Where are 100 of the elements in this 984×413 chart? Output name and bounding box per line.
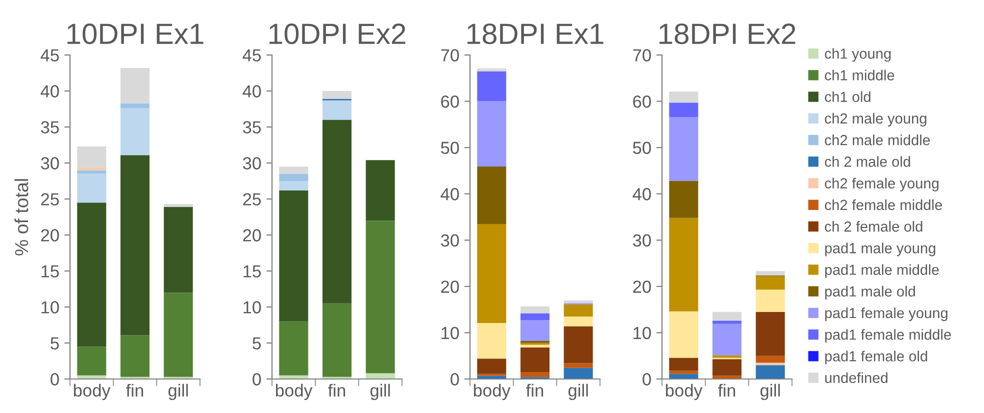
bar [477, 166, 506, 224]
bar [120, 103, 150, 108]
y-tick-label: 45 [40, 49, 59, 62]
bar [564, 363, 593, 368]
y-tick-label: 50 [440, 142, 459, 154]
x-tick-label: gill [370, 384, 390, 400]
bar [756, 312, 785, 356]
x-tick-label: fin [328, 384, 346, 396]
y-tick-label: 20 [243, 229, 261, 242]
y-tick-label: 10 [442, 326, 459, 340]
bar [366, 220, 395, 374]
bar [120, 335, 150, 377]
bar [669, 102, 698, 118]
legend-label: pad1 male middle [825, 264, 939, 278]
bar [477, 358, 506, 374]
bar [520, 344, 550, 348]
y-tick-label: 0 [642, 373, 651, 386]
bar [669, 218, 698, 312]
legend-label: ch 2 female old [824, 221, 922, 232]
bar [279, 174, 308, 181]
y-tick-label: 30 [40, 157, 59, 170]
y-tick-label: 60 [633, 95, 651, 108]
bar [477, 224, 506, 323]
y-tick-label: 30 [440, 234, 459, 247]
x-tick-label: body [74, 384, 110, 400]
bar [520, 372, 550, 378]
legend-label: ch2 male middle [824, 134, 930, 146]
y-tick-label: 35 [242, 121, 261, 134]
bar [564, 326, 593, 364]
bar [164, 204, 193, 207]
chart-title: 10DPI Ex2 [270, 24, 406, 44]
x-tick-label: fin [718, 384, 736, 396]
bar [756, 290, 785, 312]
bar [120, 155, 150, 336]
bar [756, 365, 785, 379]
bar [279, 190, 308, 322]
y-tick-label: 20 [633, 280, 651, 293]
bar [77, 146, 106, 168]
bar [366, 373, 395, 379]
bar [712, 359, 742, 376]
bar [520, 306, 550, 314]
y-tick-label: 40 [40, 85, 59, 98]
y-tick-label: 50 [632, 142, 651, 154]
bar [669, 92, 698, 103]
y-tick-label: 40 [632, 188, 651, 200]
y-tick-label: 10 [42, 301, 59, 314]
bar [564, 300, 593, 304]
bar [477, 68, 506, 72]
y-tick-label: 30 [632, 234, 651, 247]
bar [477, 71, 506, 102]
y-tick-label: 25 [41, 193, 59, 206]
bar [164, 206, 193, 293]
y-tick-label: 70 [441, 49, 459, 62]
x-tick-label: body [474, 384, 510, 400]
legend-label: undefined [825, 372, 888, 384]
bar [120, 68, 150, 104]
legend-label: pad1 male young [825, 242, 936, 256]
y-tick-label: 25 [243, 193, 261, 206]
bar [164, 292, 193, 377]
y-tick-label: 5 [252, 337, 261, 350]
y-tick-label: 40 [440, 188, 459, 200]
y-axis-title: % of total [14, 179, 28, 256]
y-tick-label: 70 [633, 49, 651, 62]
bar [712, 324, 742, 356]
bar [669, 180, 698, 218]
x-tick-label: body [276, 384, 312, 400]
bar [279, 166, 308, 174]
bar [756, 356, 785, 363]
bar [477, 101, 506, 167]
bar [669, 311, 698, 358]
bar [279, 181, 308, 190]
bar [712, 320, 742, 324]
bar [77, 346, 106, 376]
y-tick-label: 20 [441, 280, 459, 293]
x-tick-label: gill [168, 384, 188, 400]
bar [77, 202, 106, 347]
y-tick-label: 60 [441, 95, 459, 108]
bar [77, 174, 106, 203]
y-tick-label: 0 [252, 373, 261, 386]
bar [120, 108, 150, 156]
legend-label: ch1 old [824, 91, 870, 102]
x-tick-label: gill [568, 384, 588, 400]
legend-label: pad1 female old [825, 350, 928, 364]
bar [520, 348, 550, 372]
legend-label: ch 2 male old [824, 156, 910, 167]
bar [322, 120, 352, 304]
y-tick-label: 10 [244, 301, 261, 314]
chart-title: 18DPI Ex1 [468, 24, 604, 44]
legend-label: pad1 female young [825, 307, 948, 322]
bar [322, 303, 352, 377]
x-tick-label: body [666, 384, 702, 400]
bar [366, 160, 395, 221]
y-tick-label: 45 [242, 49, 261, 62]
legend-label: ch2 male young [824, 112, 926, 127]
bar [477, 322, 506, 359]
y-tick-label: 10 [634, 326, 651, 340]
y-tick-label: 15 [42, 265, 59, 278]
chart-title: 10DPI Ex1 [68, 24, 204, 44]
bar [520, 313, 550, 320]
legend-label: pad1 female middle [825, 329, 951, 343]
